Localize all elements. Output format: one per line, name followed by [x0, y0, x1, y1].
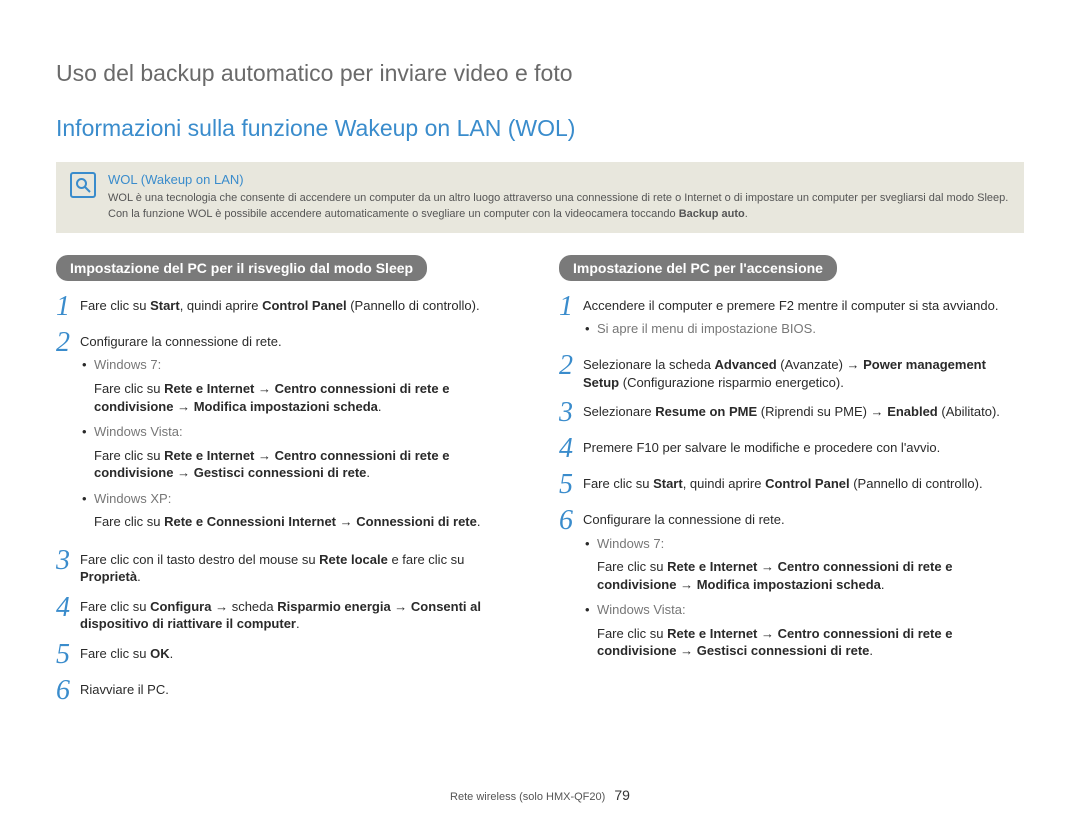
step-number: 4	[56, 594, 80, 622]
step: 6 Riavviare il PC.	[56, 679, 521, 705]
step: 6 Configurare la connessione di rete. Wi…	[559, 509, 1024, 668]
left-column: Impostazione del PC per il risveglio dal…	[56, 255, 521, 715]
right-column: Impostazione del PC per l'accensione 1 A…	[559, 255, 1024, 715]
footer: Rete wireless (solo HMX-QF20) 79	[0, 787, 1080, 803]
step: 2 Configurare la connessione di rete. Wi…	[56, 331, 521, 539]
step-number: 4	[559, 435, 583, 463]
step: 5 Fare clic su OK.	[56, 643, 521, 669]
step-number: 2	[56, 329, 80, 357]
step-number: 6	[56, 677, 80, 705]
step: 3 Fare clic con il tasto destro del mous…	[56, 549, 521, 586]
step-number: 3	[56, 547, 80, 575]
step-number: 2	[559, 352, 583, 380]
step: 1 Fare clic su Start, quindi aprire Cont…	[56, 295, 521, 321]
info-box: WOL (Wakeup on LAN) WOL è una tecnologia…	[56, 162, 1024, 233]
columns: Impostazione del PC per il risveglio dal…	[56, 255, 1024, 715]
step-number: 3	[559, 399, 583, 427]
step-number: 1	[56, 293, 80, 321]
step-number: 5	[56, 641, 80, 669]
step-number: 1	[559, 293, 583, 321]
page-title: Uso del backup automatico per inviare vi…	[56, 60, 1024, 87]
step: 4 Fare clic su Configura → scheda Rispar…	[56, 596, 521, 633]
step-number: 6	[559, 507, 583, 535]
info-heading: WOL (Wakeup on LAN)	[108, 172, 1010, 187]
left-section-header: Impostazione del PC per il risveglio dal…	[56, 255, 427, 281]
footer-text: Rete wireless (solo HMX-QF20)	[450, 791, 605, 803]
step: 2 Selezionare la scheda Advanced (Avanza…	[559, 354, 1024, 391]
step: 3 Selezionare Resume on PME (Riprendi su…	[559, 401, 1024, 427]
section-subtitle: Informazioni sulla funzione Wakeup on LA…	[56, 115, 1024, 142]
step: 1 Accendere il computer e premere F2 men…	[559, 295, 1024, 344]
info-text: WOL è una tecnologia che consente di acc…	[108, 191, 1010, 223]
magnifier-icon	[70, 172, 96, 198]
step-number: 5	[559, 471, 583, 499]
step: 4 Premere F10 per salvare le modifiche e…	[559, 437, 1024, 463]
page-number: 79	[614, 787, 630, 803]
right-section-header: Impostazione del PC per l'accensione	[559, 255, 837, 281]
step: 5 Fare clic su Start, quindi aprire Cont…	[559, 473, 1024, 499]
